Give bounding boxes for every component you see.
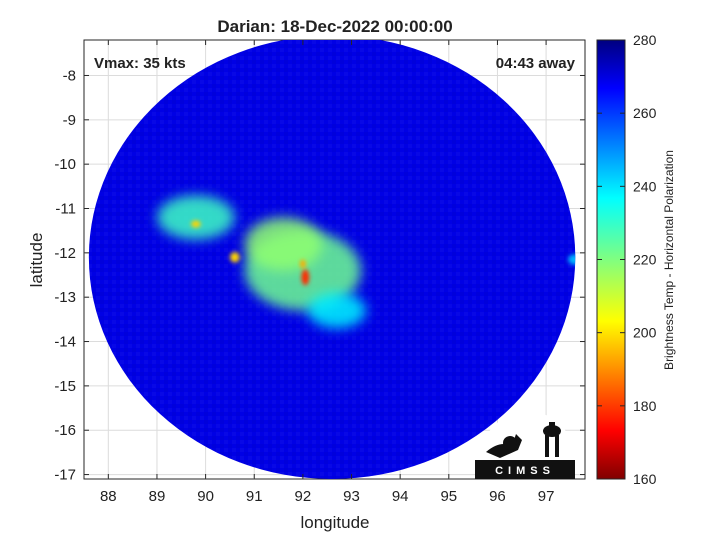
x-tick-label: 95 <box>440 488 457 505</box>
convection-feature <box>156 195 235 240</box>
x-tick-label: 96 <box>489 488 506 505</box>
convection-feature <box>301 269 310 286</box>
y-tick-label: -14 <box>54 334 76 351</box>
x-tick-label: 90 <box>197 488 214 505</box>
x-axis-label: longitude <box>300 513 369 532</box>
colorbar-tick-label: 280 <box>633 32 657 48</box>
x-tick-label: 91 <box>246 488 263 505</box>
convection-feature <box>244 217 323 271</box>
y-tick-label: -12 <box>54 245 76 262</box>
time-away-annotation: 04:43 away <box>496 55 576 72</box>
colorbar-tick-label: 240 <box>633 178 657 194</box>
convection-feature <box>229 251 240 263</box>
y-tick-label: -17 <box>54 467 76 484</box>
colorbar-tick-label: 200 <box>633 325 657 341</box>
logo-text: CIMSS <box>495 465 555 477</box>
y-tick-label: -15 <box>54 378 76 395</box>
convection-feature <box>307 292 367 329</box>
x-tick-label: 92 <box>295 488 312 505</box>
chart-title: Darian: 18-Dec-2022 00:00:00 <box>217 17 452 36</box>
x-tick-label: 93 <box>343 488 360 505</box>
x-tick-label: 94 <box>392 488 409 505</box>
y-tick-label: -13 <box>54 289 76 306</box>
y-tick-label: -10 <box>54 156 76 173</box>
vmax-annotation: Vmax: 35 kts <box>94 55 186 72</box>
y-tick-label: -16 <box>54 422 76 439</box>
y-tick-label: -8 <box>63 67 76 84</box>
colorbar-ticks: 280 260 240 220 200 180 160 <box>597 32 657 487</box>
colorbar-tick-label: 260 <box>633 105 657 121</box>
y-axis-ticks: -8 -9 -10 -11 -12 -13 -14 -15 -16 -17 <box>54 67 585 484</box>
convection-feature <box>299 259 306 269</box>
colorbar-tick-label: 220 <box>633 252 657 268</box>
y-axis-label: latitude <box>27 233 46 288</box>
x-tick-label: 97 <box>538 488 555 505</box>
brightness-temp-swath <box>88 40 576 479</box>
y-tick-label: -9 <box>63 112 76 129</box>
colorbar-label: Brightness Temp - Horizontal Polarizatio… <box>662 150 676 370</box>
x-tick-label: 88 <box>100 488 117 505</box>
x-tick-label: 89 <box>149 488 166 505</box>
colorbar-tick-label: 160 <box>633 471 657 487</box>
convection-feature <box>191 220 201 228</box>
y-tick-label: -11 <box>55 201 76 218</box>
colorbar-tick-label: 180 <box>633 398 657 414</box>
cimss-logo: CIMSS <box>475 412 575 479</box>
